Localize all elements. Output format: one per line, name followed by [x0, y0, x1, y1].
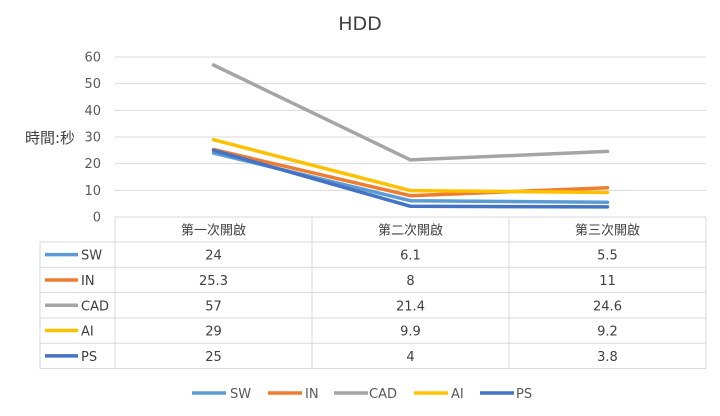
- table-cell-value: 4: [406, 350, 414, 365]
- x-category-label: 第一次開啟: [181, 223, 246, 239]
- table-row-label: AI: [81, 325, 94, 340]
- y-axis-label: 時間:秒: [25, 129, 75, 147]
- y-axis-ticks: 0 10 20 30 40 50 60: [84, 51, 101, 226]
- gridlines: [115, 56, 706, 191]
- table-cell-value: 9.2: [597, 325, 618, 340]
- series-lines: [211, 63, 610, 209]
- table-cell-value: 5.5: [597, 249, 618, 264]
- table-cell-value: 57: [205, 299, 222, 314]
- y-tick-label: 20: [84, 157, 101, 172]
- y-tick-label: 30: [84, 131, 101, 146]
- table-row-label: SW: [81, 249, 102, 264]
- legend-label: SW: [230, 387, 251, 402]
- y-tick-label: 10: [84, 184, 101, 199]
- table-row-label: IN: [81, 274, 95, 289]
- table-cell-value: 9.9: [400, 325, 421, 340]
- table-cell-value: 24.6: [593, 299, 622, 314]
- table-cell-value: 11: [599, 274, 616, 289]
- x-category-label: 第三次開啟: [575, 223, 640, 239]
- table-row-label: PS: [81, 350, 97, 365]
- legend-label: IN: [305, 387, 319, 402]
- series-line-ps: [211, 148, 610, 209]
- legend-label: AI: [451, 387, 464, 402]
- table-cell-value: 25: [205, 350, 222, 365]
- table-cell-value: 3.8: [597, 350, 618, 365]
- legend-label: PS: [516, 387, 532, 402]
- chart-title: HDD: [338, 13, 382, 35]
- y-tick-label: 40: [84, 104, 101, 119]
- legend-label: CAD: [369, 387, 397, 402]
- table-cell-value: 21.4: [396, 299, 425, 314]
- y-tick-label: 50: [84, 77, 101, 92]
- table-cell-value: 29: [205, 325, 222, 340]
- series-line-ai: [211, 137, 610, 195]
- y-tick-label: 0: [93, 211, 101, 226]
- y-tick-label: 60: [84, 51, 101, 66]
- table-cell-value: 6.1: [400, 249, 421, 264]
- table-row-label: CAD: [81, 299, 109, 314]
- data-table: 第一次開啟 第二次開啟 第三次開啟 SW 24 6.1 5.5 IN 25.3 8 11 CAD 57 2…: [39, 216, 707, 369]
- table-cell-value: 25.3: [199, 274, 228, 289]
- table-cell-value: 8: [406, 274, 414, 289]
- series-line-cad: [211, 63, 610, 162]
- table-cell-value: 24: [205, 249, 222, 264]
- x-category-label: 第二次開啟: [378, 223, 443, 239]
- legend: SW IN CAD AI PS: [192, 387, 532, 402]
